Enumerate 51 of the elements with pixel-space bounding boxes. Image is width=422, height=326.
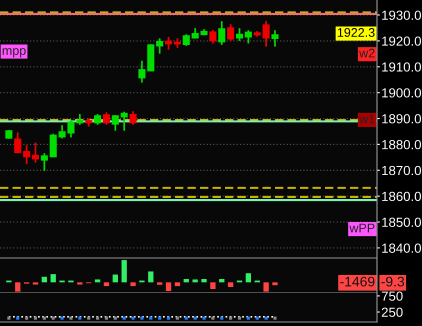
y-tick-label: 1930.0 (382, 10, 422, 20)
y-tick-label: 1920.0 (382, 36, 422, 46)
y-tick-label: 1880.0 (382, 140, 422, 150)
candlestick (218, 21, 226, 45)
candlestick (102, 112, 110, 125)
bar (42, 276, 48, 282)
bar (157, 282, 162, 285)
bar (201, 279, 207, 282)
candlestick (244, 30, 252, 44)
annotation: w2 (359, 48, 374, 58)
bar (192, 279, 198, 282)
y-tick-label: 1850.0 (382, 218, 422, 227)
candlestick (209, 30, 216, 44)
bar (219, 279, 224, 282)
bar (148, 271, 154, 282)
bar (15, 282, 20, 292)
bar (246, 273, 252, 282)
annotation: mpp (2, 48, 26, 58)
candlestick (227, 24, 234, 42)
candlestick (32, 142, 40, 163)
text: -9.3 (381, 276, 404, 287)
bar (210, 282, 216, 289)
bar (94, 279, 100, 282)
y-tick-label: 1910.0 (382, 62, 422, 72)
candlestick (67, 120, 74, 138)
y-tick-label: 250 (382, 308, 403, 317)
candlestick (138, 60, 146, 83)
y-tick-label: 1900.0 (382, 88, 422, 98)
candlestick (130, 111, 137, 125)
annotation: -1469 (340, 276, 374, 287)
bar (184, 279, 189, 282)
candlestick (76, 114, 84, 125)
bar (166, 282, 172, 291)
annotation: w1 (359, 114, 375, 124)
bar (263, 282, 269, 292)
annotation: 1922.3 (338, 28, 375, 37)
bar (122, 260, 127, 282)
y-tick-label: 1860.0 (382, 192, 422, 202)
bar (112, 274, 118, 282)
bar (77, 282, 82, 285)
candlestick (165, 36, 172, 50)
y-tick-label: 1870.0 (382, 166, 422, 176)
y-tick-label: 1840.0 (382, 243, 422, 253)
y-tick-label: 1890.0 (382, 114, 422, 124)
annotation: wPP (349, 224, 374, 232)
y-tick-label: 750 (382, 291, 403, 301)
bar (228, 282, 234, 287)
bar (50, 274, 56, 282)
candlestick (271, 30, 279, 47)
candlestick (236, 28, 244, 41)
candlestick (94, 114, 102, 125)
